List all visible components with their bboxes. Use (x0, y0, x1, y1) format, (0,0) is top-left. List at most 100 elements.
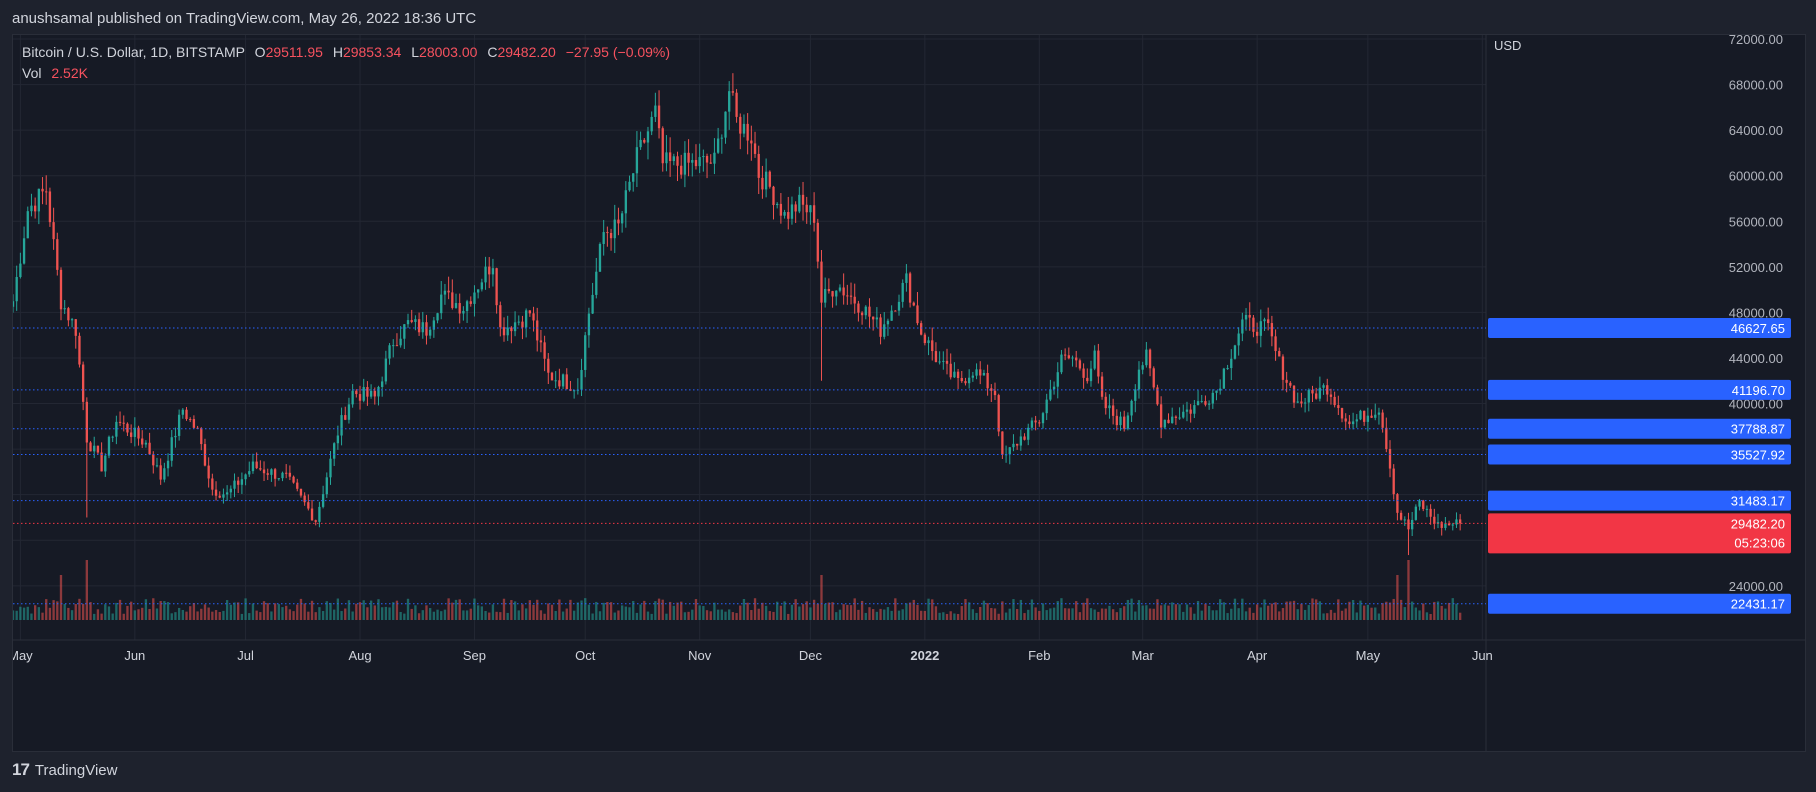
volume-bar (595, 601, 598, 620)
candle-body (1034, 420, 1037, 423)
candle-body (543, 342, 546, 359)
volume-bar (1300, 603, 1303, 620)
volume-bar (1444, 608, 1447, 620)
candle-body (971, 375, 975, 378)
candle-body (931, 340, 934, 352)
volume-bar (539, 610, 543, 620)
volume-bar (1263, 599, 1266, 620)
volume-bar (1049, 608, 1052, 620)
volume-bar (1134, 611, 1137, 620)
price-chart[interactable]: 24000.0028000.0032000.0036000.0040000.00… (8, 32, 1805, 751)
volume-bar (956, 613, 960, 620)
volume-bar (214, 610, 218, 620)
candle-body (19, 263, 22, 277)
candle-body (524, 310, 528, 328)
volume-bar (764, 605, 768, 620)
candle-body (333, 443, 336, 459)
candle-body (993, 390, 997, 396)
candle-body (59, 269, 63, 310)
volume-bar (1015, 609, 1019, 620)
volume-bar (1030, 599, 1034, 620)
volume-bar (997, 613, 1000, 620)
volume-bar (233, 602, 236, 620)
candle-body (174, 435, 177, 438)
candle-body (1126, 415, 1130, 429)
volume-bar (606, 602, 609, 620)
volume-bar (824, 603, 827, 620)
chart-panel[interactable]: 24000.0028000.0032000.0036000.0040000.00… (8, 32, 1806, 752)
candle-body (620, 213, 624, 224)
volume-bar (1100, 608, 1104, 620)
volume-bar (1193, 613, 1196, 620)
candle-body (1052, 386, 1056, 390)
candle-body (750, 140, 753, 144)
candle-body (458, 303, 461, 314)
candle-body (1038, 422, 1041, 424)
candle-body (403, 324, 406, 339)
candle-body (366, 387, 369, 397)
candle-body (1263, 319, 1266, 322)
candle-body (1093, 350, 1096, 369)
volume-bar (26, 606, 29, 620)
volume-bar (979, 607, 982, 620)
candle-body (1270, 323, 1274, 337)
symbol-title[interactable]: Bitcoin / U.S. Dollar, 1D, BITSTAMP (22, 44, 245, 60)
volume-bar (1407, 560, 1410, 620)
candle-body (1178, 417, 1181, 419)
candle-body (787, 212, 790, 219)
volume-bar (310, 600, 314, 620)
volume-bar (122, 613, 125, 620)
close-label: C (487, 44, 498, 60)
candle-body (1348, 421, 1351, 425)
candle-body (122, 422, 125, 424)
volume-bar (698, 605, 701, 620)
candle-body (126, 423, 129, 433)
candle-body (897, 301, 901, 311)
volume-bar (680, 601, 683, 620)
x-tick-label: Dec (799, 648, 823, 663)
volume-bar (901, 609, 904, 620)
volume-bar (565, 608, 568, 620)
volume-bar (1385, 601, 1388, 620)
candle-body (609, 232, 613, 239)
candle-body (1171, 416, 1174, 424)
y-tick-label: 44000.00 (1729, 351, 1783, 366)
candle-body (824, 288, 827, 303)
volume-bar (1425, 612, 1429, 620)
candle-body (288, 472, 292, 477)
candle-body (211, 478, 214, 490)
candle-body (1289, 382, 1292, 386)
candle-body (189, 419, 192, 421)
candle-body (595, 271, 598, 295)
volume-bar (1344, 608, 1347, 620)
volume-label: Vol (22, 65, 42, 81)
y-tick-label: 60000.00 (1729, 169, 1783, 184)
candle-body (225, 492, 229, 495)
candle-body (868, 306, 871, 317)
candle-body (1422, 500, 1425, 509)
candle-body (251, 461, 255, 472)
candle-body (377, 386, 380, 397)
volume-bar (739, 605, 742, 620)
volume-bar (476, 605, 480, 620)
candle-body (591, 294, 594, 314)
candle-body (440, 294, 443, 314)
candle-body (602, 232, 605, 244)
volume-bar (1399, 599, 1403, 620)
candle-body (1078, 360, 1082, 369)
candle-body (580, 369, 583, 390)
candle-body (1056, 372, 1059, 387)
candle-body (879, 317, 882, 337)
y-tick-label: 68000.00 (1729, 78, 1783, 93)
candle-body (1318, 387, 1322, 399)
candle-body (1433, 516, 1436, 524)
x-tick-label: Mar (1131, 648, 1154, 663)
candle-body (355, 390, 358, 395)
volume-bar (598, 611, 602, 620)
footer-branding[interactable]: 17 TradingView (12, 760, 117, 780)
volume-bar (318, 607, 321, 620)
candle-body (465, 301, 469, 311)
candle-body (768, 171, 771, 187)
volume-bar (846, 604, 849, 620)
brand-name: TradingView (34, 761, 118, 779)
